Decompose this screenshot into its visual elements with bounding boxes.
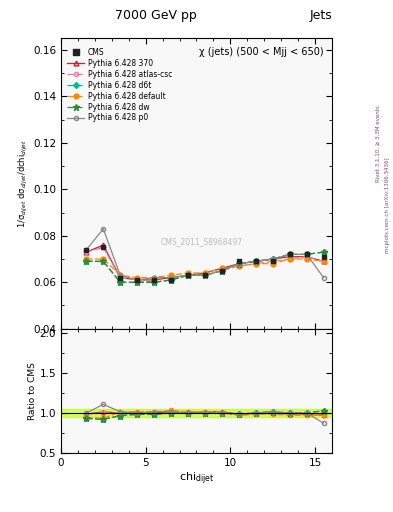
Y-axis label: Ratio to CMS: Ratio to CMS <box>28 362 37 420</box>
Y-axis label: 1/σ$_{dijet}$ dσ$_{dijet}$/dchi$_{dijet}$: 1/σ$_{dijet}$ dσ$_{dijet}$/dchi$_{dijet}… <box>17 139 30 228</box>
Text: χ (jets) (500 < Mjj < 650): χ (jets) (500 < Mjj < 650) <box>199 47 324 57</box>
Bar <box>61 409 332 417</box>
Text: mcplots.cern.ch [arXiv:1306.3436]: mcplots.cern.ch [arXiv:1306.3436] <box>385 157 389 252</box>
X-axis label: chi$_\mathregular{dijet}$: chi$_\mathregular{dijet}$ <box>179 471 214 487</box>
Text: CMS_2011_S8968497: CMS_2011_S8968497 <box>161 237 243 246</box>
Legend: CMS, Pythia 6.428 370, Pythia 6.428 atlas-csc, Pythia 6.428 d6t, Pythia 6.428 de: CMS, Pythia 6.428 370, Pythia 6.428 atla… <box>68 48 173 122</box>
Text: Jets: Jets <box>309 9 332 22</box>
Text: Rivet 3.1.10, ≥ 3.3M events: Rivet 3.1.10, ≥ 3.3M events <box>376 105 380 182</box>
Text: 7000 GeV pp: 7000 GeV pp <box>115 9 197 22</box>
